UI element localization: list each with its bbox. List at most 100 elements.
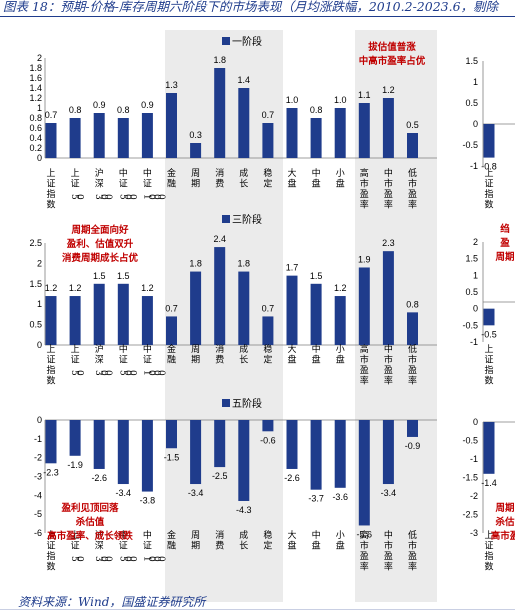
- annotation-text: 绉: [500, 223, 510, 235]
- data-label: -0.5: [481, 329, 497, 339]
- category-label: 大盘: [288, 167, 297, 190]
- bar: [214, 247, 226, 345]
- category-label: 高市盈率: [360, 343, 369, 387]
- category-label: 消费: [215, 167, 224, 190]
- bar: [238, 271, 250, 345]
- legend-swatch: [222, 399, 230, 407]
- figure-title: 图表 18：预期-价格-库存周期六阶段下的市场表现（月均涨跌幅，2010.2-2…: [3, 0, 499, 14]
- data-label: -5.6: [357, 529, 373, 539]
- bar: [238, 420, 250, 501]
- category-label: 上证 50: [69, 530, 84, 562]
- category-label: 成长: [239, 167, 248, 190]
- y-tick-label: -3: [34, 472, 42, 482]
- bar: [45, 296, 57, 345]
- category-label: 稳定: [263, 343, 272, 366]
- category-label: 消费: [215, 343, 224, 366]
- category-label: 上证指数: [485, 344, 494, 387]
- source-note: 资料来源：Wind，国盛证券研究所: [18, 595, 206, 609]
- y-tick-label: 0: [37, 415, 42, 425]
- category-label: 中证 1000: [141, 529, 165, 562]
- y-tick-label: -0.5: [462, 320, 478, 330]
- data-label: 1.2: [334, 283, 347, 293]
- category-label: 上证 50: [69, 168, 84, 200]
- annotation-text: 中高市盈率占优: [359, 55, 426, 67]
- data-label: -2.6: [284, 473, 300, 483]
- data-label: 0.7: [165, 303, 178, 313]
- category-label: 上证指数: [47, 344, 56, 387]
- data-label: -3.8: [140, 496, 156, 506]
- bar: [334, 296, 346, 345]
- bar: [310, 283, 322, 345]
- category-label: 中市盈率: [384, 529, 393, 573]
- y-tick-label: -1: [470, 161, 478, 171]
- data-label: 2.3: [382, 238, 395, 248]
- data-label: 1.2: [382, 85, 395, 95]
- annotation-text: 盈: [499, 238, 510, 249]
- y-tick-label: -1: [34, 434, 42, 444]
- category-label: 中证 500: [117, 529, 136, 562]
- y-tick-label: -1: [470, 337, 478, 347]
- footer-divider: [0, 609, 515, 610]
- category-label: 稳定: [263, 529, 272, 552]
- y-tick-label: 1: [37, 103, 42, 113]
- bar: [166, 316, 177, 345]
- data-label: 1.2: [69, 283, 82, 293]
- bar: [310, 118, 322, 158]
- data-label: 2.4: [213, 234, 226, 244]
- bar: [262, 123, 274, 158]
- header-divider: [0, 16, 515, 17]
- category-label: 中证 1000: [141, 343, 165, 376]
- annotation-text: 高市盈: [491, 530, 515, 542]
- bar: [190, 143, 202, 158]
- y-tick-label: 0: [473, 304, 478, 314]
- data-label: 0.8: [406, 299, 419, 309]
- annotation-text: 周期: [495, 502, 514, 514]
- category-label: 高市盈率: [360, 529, 369, 573]
- bar: [214, 420, 226, 468]
- data-label: -3.4: [188, 488, 204, 498]
- y-tick-label: 0: [473, 417, 478, 427]
- annotation-text: 盈利见顶回落: [60, 502, 119, 514]
- category-label: 中盘: [312, 167, 321, 190]
- category-label: 大盘: [288, 529, 297, 552]
- data-label: -3.4: [116, 488, 132, 498]
- annotation-text: 拔估值普涨: [368, 41, 416, 53]
- bar: [407, 133, 418, 158]
- y-tick-label: 1: [473, 77, 478, 87]
- bar: [141, 113, 153, 158]
- y-tick-label: 0: [37, 153, 42, 163]
- y-tick-label: -6: [34, 528, 42, 538]
- y-tick-label: -2: [34, 453, 42, 463]
- data-label: -2.3: [43, 467, 59, 477]
- category-label: 成长: [239, 343, 248, 366]
- bar: [262, 316, 274, 345]
- bar: [382, 98, 394, 158]
- category-label: 中盘: [312, 529, 321, 552]
- y-tick-label: 0.5: [465, 98, 478, 108]
- bar: [166, 93, 177, 158]
- data-label: -0.8: [481, 162, 497, 172]
- data-label: -3.6: [332, 492, 348, 502]
- category-label: 沪深 300: [93, 529, 112, 562]
- data-label: 0.7: [262, 303, 275, 313]
- y-tick-label: 0.6: [29, 123, 42, 133]
- bar: [262, 420, 274, 432]
- data-label: 1.2: [141, 283, 154, 293]
- category-label: 低市盈率: [408, 529, 417, 573]
- category-label: 上证指数: [47, 168, 56, 211]
- bar: [334, 420, 346, 488]
- data-label: -0.6: [260, 435, 276, 445]
- y-tick-label: -3: [470, 528, 478, 538]
- data-label: 1.2: [45, 283, 58, 293]
- y-tick-label: 2: [37, 53, 42, 63]
- category-label: 中盘: [312, 343, 321, 366]
- bar: [214, 68, 226, 158]
- bar: [358, 420, 370, 526]
- data-label: 0.9: [141, 100, 154, 110]
- category-label: 稳定: [263, 167, 272, 190]
- y-tick-label: 1.5: [465, 56, 478, 66]
- data-label: -4.3: [236, 505, 252, 515]
- category-label: 上证指数: [47, 530, 56, 573]
- data-label: 1.9: [358, 254, 371, 264]
